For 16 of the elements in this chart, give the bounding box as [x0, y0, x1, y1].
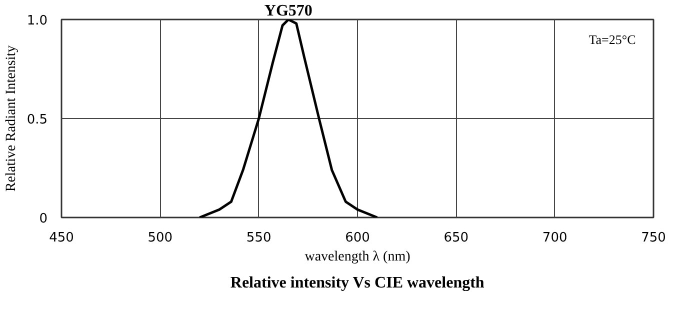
- x-tick-label: 450: [49, 230, 74, 246]
- x-tick-label: 650: [444, 230, 469, 246]
- x-tick-label: 600: [345, 230, 370, 246]
- series-label: YG570: [264, 2, 312, 20]
- annotation: Ta=25°C: [588, 32, 636, 47]
- x-tick-label: 700: [542, 230, 568, 246]
- line-series: [198, 20, 378, 218]
- x-tick-label: 750: [641, 230, 666, 246]
- text: Relative intensity Vs CIE wavelength: [230, 274, 484, 292]
- y-tick-label: 0: [39, 212, 48, 226]
- y-axis-title: Relative Radiant Intensity: [4, 45, 19, 192]
- x-axis-title: wavelength λ (nm): [304, 250, 411, 264]
- x-tick-label: 500: [148, 230, 173, 246]
- y-tick-label: 1.0: [26, 14, 48, 28]
- y-tick-label: 0.5: [26, 112, 48, 128]
- x-tick-label: 550: [246, 230, 272, 246]
